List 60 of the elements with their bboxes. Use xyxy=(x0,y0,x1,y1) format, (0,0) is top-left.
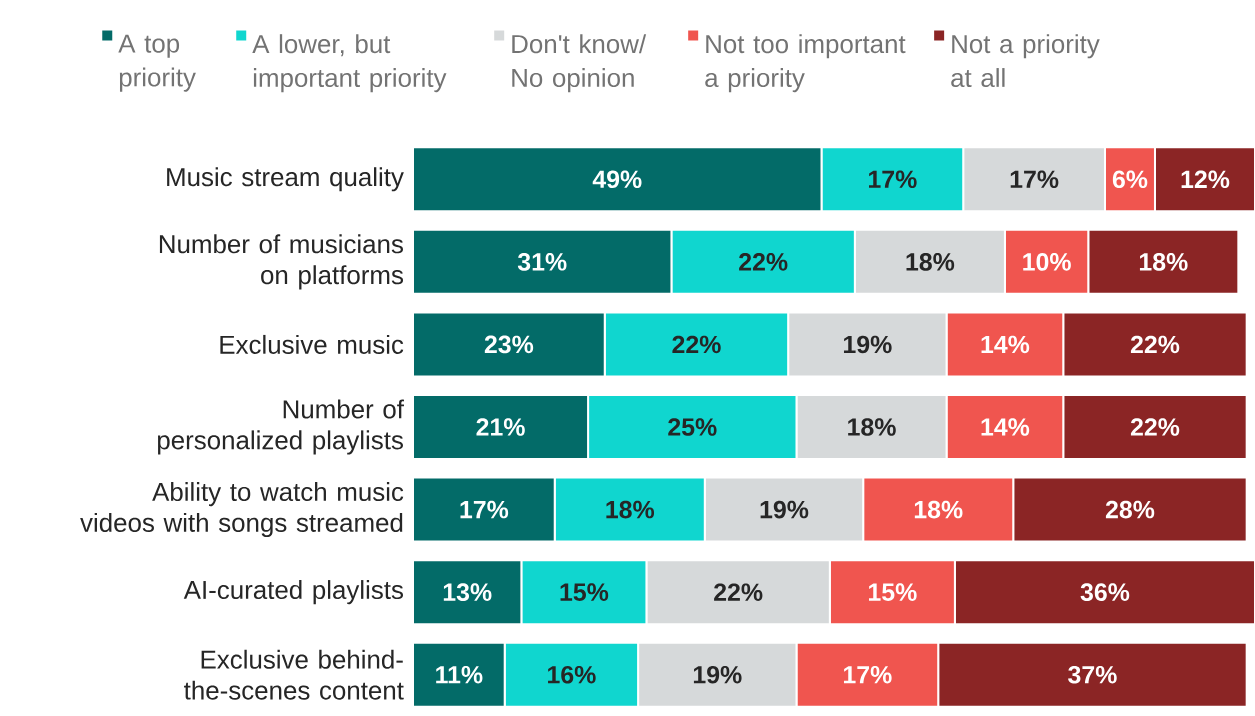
data-label: 10% xyxy=(1023,253,1071,271)
y-tick-label: Exclusive behind-the-scenes content xyxy=(184,649,404,700)
y-tick-label: Music stream quality xyxy=(167,167,404,192)
data-label: 22% xyxy=(1130,418,1180,436)
data-label: 16% xyxy=(548,665,596,684)
data-label: 36% xyxy=(1080,583,1130,601)
legend-label: Don't know/ No opinion xyxy=(512,34,647,93)
data-label: 25% xyxy=(668,418,717,436)
data-label: 18% xyxy=(906,253,955,271)
data-label: 14% xyxy=(981,418,1030,436)
bar xyxy=(413,641,506,708)
bar xyxy=(1087,228,1240,295)
data-label: 37% xyxy=(1068,665,1117,684)
y-tick-label: Exclusive music xyxy=(220,334,404,354)
data-label: 17% xyxy=(460,500,509,519)
data-label: 23% xyxy=(484,335,534,354)
data-label: 22% xyxy=(1130,335,1180,354)
data-label: 18% xyxy=(1139,253,1188,271)
y-tick-label: Number of musicians on platforms xyxy=(159,234,404,290)
bar xyxy=(413,146,823,213)
bar xyxy=(413,476,556,543)
data-label: 18% xyxy=(848,418,896,436)
bar xyxy=(1062,394,1248,461)
data-label: 19% xyxy=(693,665,742,684)
data-label: 49% xyxy=(592,170,642,189)
data-label: 17% xyxy=(843,665,892,684)
y-tick-label: Ability to watch music videos with songs streamed xyxy=(80,482,404,538)
bar xyxy=(937,641,1248,708)
data-label: 18% xyxy=(606,500,655,519)
data-label: 31% xyxy=(517,253,567,271)
legend-label: Not too important a priority xyxy=(705,34,906,93)
data-label: 22% xyxy=(672,335,721,354)
data-label: 22% xyxy=(739,253,788,271)
data-label: 12% xyxy=(1181,170,1230,189)
bar xyxy=(1062,311,1248,378)
y-tick-label: Number of personalized playlists xyxy=(157,399,404,455)
data-label: 22% xyxy=(714,583,763,601)
data-label: 15% xyxy=(869,583,917,601)
data-label: 14% xyxy=(981,335,1030,354)
legend-label: A lower, but important priority xyxy=(252,34,447,93)
data-label: 6% xyxy=(1112,170,1148,189)
data-label: 19% xyxy=(843,335,892,354)
legend-label: A top priority xyxy=(118,34,196,92)
y-tick-label: AI-curated playlists xyxy=(183,580,404,605)
bar xyxy=(413,311,606,378)
bar xyxy=(1012,476,1248,543)
data-label: 13% xyxy=(443,583,492,601)
bar xyxy=(413,394,590,461)
data-label: 18% xyxy=(914,500,963,519)
bar xyxy=(413,559,523,626)
data-label: 17% xyxy=(1010,170,1059,189)
data-label: 15% xyxy=(560,583,609,601)
data-label: 28% xyxy=(1105,500,1155,519)
legend-label: Not a priority at all xyxy=(951,34,1100,88)
bar xyxy=(953,559,1255,626)
data-label: 21% xyxy=(476,418,525,436)
bar xyxy=(413,228,673,295)
data-label: 11% xyxy=(436,665,483,684)
data-label: 17% xyxy=(869,170,917,189)
data-label: 19% xyxy=(760,500,809,519)
